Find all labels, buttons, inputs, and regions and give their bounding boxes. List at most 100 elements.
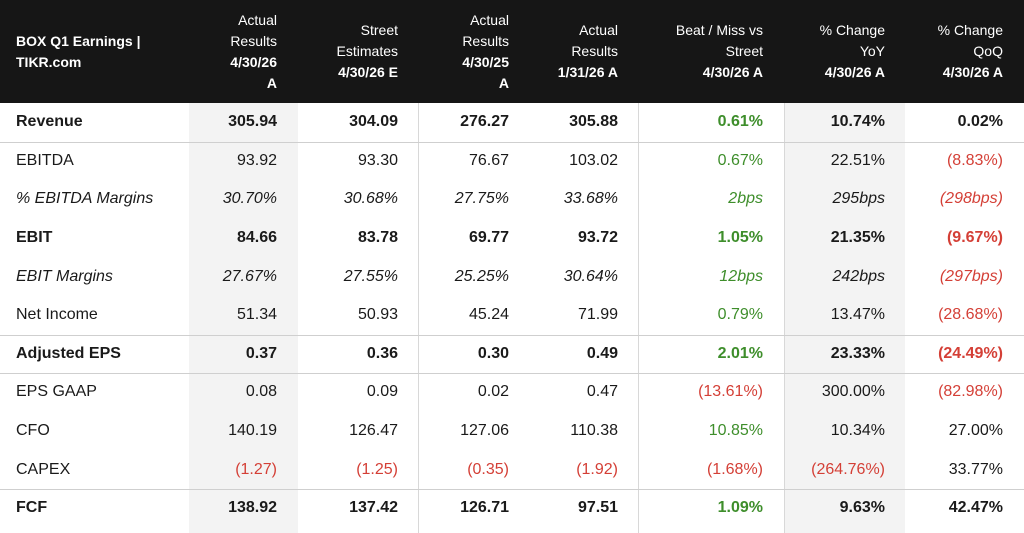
table-cell: 1.05% bbox=[717, 229, 763, 247]
table-cell: (298bps) bbox=[939, 190, 1003, 208]
column-header-line: A bbox=[498, 74, 509, 91]
table-cell: 30.64% bbox=[563, 267, 618, 285]
row-separator bbox=[0, 142, 1024, 143]
column-header-line: Beat / Miss vs bbox=[675, 22, 763, 38]
table-cell: 300.00% bbox=[821, 383, 885, 401]
table-cell: 242bps bbox=[832, 267, 886, 285]
table-cell: 33.68% bbox=[563, 190, 618, 208]
table-cell: (1.25) bbox=[356, 460, 398, 478]
table-title: BOX Q1 Earnings | TIKR.com bbox=[16, 0, 186, 103]
column-header-2: Street Estimates 4/30/26 E bbox=[300, 0, 398, 103]
row-label: EBITDA bbox=[16, 151, 74, 169]
table-header: BOX Q1 Earnings | TIKR.com Actual Results… bbox=[0, 0, 1024, 103]
column-header-line: 4/30/26 A bbox=[942, 64, 1003, 80]
column-shading bbox=[784, 103, 905, 533]
table-cell: 51.34 bbox=[236, 306, 277, 324]
table-cell: 126.71 bbox=[460, 499, 509, 517]
table-cell: 0.36 bbox=[366, 344, 398, 362]
table-cell: 0.67% bbox=[717, 151, 763, 169]
column-header-6: % Change YoY 4/30/26 A bbox=[785, 0, 885, 103]
table-cell: 305.94 bbox=[228, 113, 277, 131]
table-cell: 0.47 bbox=[586, 383, 618, 401]
column-header-4: Actual Results 1/31/26 A bbox=[530, 0, 618, 103]
table-title-line2: TIKR.com bbox=[16, 53, 82, 70]
table-cell: 21.35% bbox=[830, 229, 885, 247]
table-cell: 295bps bbox=[832, 190, 886, 208]
column-header-line: Results bbox=[230, 32, 277, 49]
row-separator bbox=[0, 489, 1024, 490]
table-cell: 137.42 bbox=[349, 499, 398, 517]
table-cell: 304.09 bbox=[349, 113, 398, 131]
row-separator bbox=[0, 335, 1024, 336]
table-cell: 1.09% bbox=[717, 499, 763, 517]
table-cell: (1.92) bbox=[576, 460, 618, 478]
table-row: EPS GAAP 0.08 0.09 0.02 0.47 (13.61%) 300.00% (… bbox=[0, 373, 1024, 412]
table-title-line1: BOX Q1 Earnings | bbox=[16, 32, 141, 49]
table-cell: 0.09 bbox=[366, 383, 398, 401]
table-cell: 50.93 bbox=[357, 306, 398, 324]
table-cell: 25.25% bbox=[454, 267, 509, 285]
column-header-line: 4/30/26 A bbox=[824, 64, 885, 80]
column-header-line: Actual bbox=[470, 11, 509, 28]
table-cell: 10.85% bbox=[708, 422, 763, 440]
table-cell: 2bps bbox=[728, 190, 763, 208]
table-cell: 76.67 bbox=[468, 151, 509, 169]
table-cell: 0.08 bbox=[245, 383, 277, 401]
table-cell: (1.27) bbox=[235, 460, 277, 478]
table-cell: 127.06 bbox=[460, 422, 509, 440]
row-label: EPS GAAP bbox=[16, 383, 97, 401]
table-cell: 0.30 bbox=[477, 344, 509, 362]
table-cell: 33.77% bbox=[948, 460, 1003, 478]
column-header-line: A bbox=[266, 74, 277, 91]
table-cell: 42.47% bbox=[948, 499, 1003, 517]
table-cell: 0.37 bbox=[245, 344, 277, 362]
table-cell: 0.02 bbox=[477, 383, 509, 401]
table-row: EBIT Margins 27.67% 27.55% 25.25% 30.64% 12bp… bbox=[0, 257, 1024, 296]
column-header-7: % Change QoQ 4/30/26 A bbox=[905, 0, 1003, 103]
column-header-line: Actual bbox=[238, 11, 277, 28]
table-cell: 305.88 bbox=[569, 113, 618, 131]
column-divider bbox=[784, 103, 785, 533]
column-header-line: Estimates bbox=[336, 43, 398, 59]
table-cell: 97.51 bbox=[577, 499, 618, 517]
table-cell: 0.49 bbox=[586, 344, 618, 362]
column-header-line: Results bbox=[571, 43, 618, 59]
table-cell: 12bps bbox=[719, 267, 763, 285]
row-label: Revenue bbox=[16, 113, 83, 131]
column-header-line: Actual bbox=[579, 22, 618, 38]
table-cell: 69.77 bbox=[468, 229, 509, 247]
column-divider bbox=[638, 103, 639, 533]
table-cell: (9.67%) bbox=[946, 229, 1003, 247]
table-cell: 30.68% bbox=[343, 190, 398, 208]
table-cell: (1.68%) bbox=[706, 460, 763, 478]
column-header-line: QoQ bbox=[973, 43, 1003, 59]
table-cell: 93.72 bbox=[577, 229, 618, 247]
table-row: CAPEX (1.27) (1.25) (0.35) (1.92) (1.68%) (264… bbox=[0, 450, 1024, 489]
column-header-line: YoY bbox=[859, 43, 885, 59]
row-label: CFO bbox=[16, 422, 50, 440]
table-cell: (0.35) bbox=[467, 460, 509, 478]
table-row: CFO 140.19 126.47 127.06 110.38 10.85% 10.34% 2… bbox=[0, 412, 1024, 451]
table-cell: 140.19 bbox=[228, 422, 277, 440]
table-row: Revenue 305.94 304.09 276.27 305.88 0.61% 10.7… bbox=[0, 103, 1024, 142]
table-cell: 103.02 bbox=[569, 151, 618, 169]
table-row: % EBITDA Margins 30.70% 30.68% 27.75% 33.68%… bbox=[0, 180, 1024, 219]
row-label: FCF bbox=[16, 499, 48, 517]
row-label: CAPEX bbox=[16, 460, 71, 478]
row-separator bbox=[0, 373, 1024, 374]
table-cell: 2.01% bbox=[717, 344, 763, 362]
table-cell: 10.34% bbox=[830, 422, 885, 440]
table-cell: 0.61% bbox=[717, 113, 763, 131]
table-cell: (28.68%) bbox=[938, 306, 1003, 324]
table-cell: (297bps) bbox=[939, 267, 1003, 285]
table-cell: (24.49%) bbox=[938, 344, 1003, 362]
row-label: EBIT bbox=[16, 229, 53, 247]
row-label: EBIT Margins bbox=[16, 267, 113, 285]
row-label: Adjusted EPS bbox=[16, 344, 121, 362]
table-cell: 110.38 bbox=[570, 422, 618, 440]
column-header-line: Results bbox=[462, 32, 509, 49]
column-shading bbox=[189, 103, 298, 533]
table-cell: 0.79% bbox=[717, 306, 763, 324]
table-row: Adjusted EPS 0.37 0.36 0.30 0.49 2.01% 23.33% (… bbox=[0, 335, 1024, 374]
